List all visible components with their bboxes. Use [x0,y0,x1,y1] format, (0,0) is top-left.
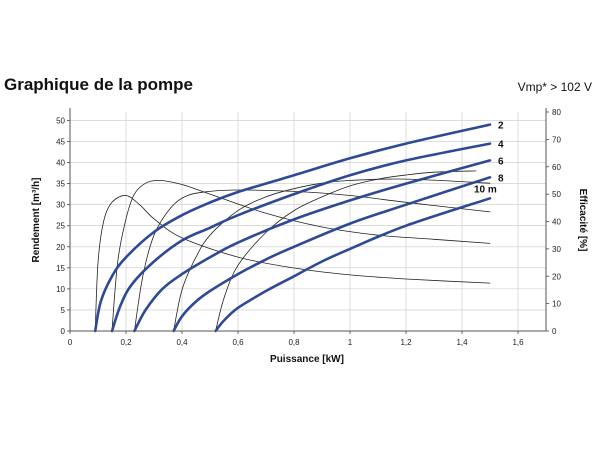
y2-tick-label: 80 [552,108,561,117]
y2-tick-label: 40 [552,218,561,227]
flow-curve [93,123,492,333]
y-tick-label: 15 [56,264,65,273]
curve-label: 2 [498,121,504,132]
efficiency-curve [134,189,491,332]
y2-tick-label: 20 [552,272,561,281]
y2-tick-label: 30 [552,245,561,254]
flow-curve [110,142,492,333]
y-axis-label: Rendement [m³/h] [31,178,42,263]
voltage-note: Vmp* > 102 V [517,80,592,94]
labels: 2 4 6 810 m [474,121,504,196]
x-tick-label: 1,6 [512,338,524,347]
curve-label: 4 [498,140,504,151]
y-tick-label: 40 [56,159,65,168]
y-tick-label: 45 [56,137,65,146]
flow-curve [214,197,492,333]
y-tick-label: 50 [56,116,65,125]
x-axis-label: Puissance [kW] [270,354,344,365]
y2-tick-label: 10 [552,300,561,309]
flow-curve [133,159,492,333]
efficiency-curve [173,178,491,332]
curve-label: 10 m [474,184,497,195]
y-tick-label: 25 [56,222,65,231]
x-tick-label: 0 [68,338,73,347]
x-tick-label: 0,8 [288,338,300,347]
y-tick-label: 10 [56,285,65,294]
y-tick-label: 5 [61,306,66,315]
x-tick-label: 0,6 [232,338,244,347]
chart-title: Graphique de la pompe [4,75,193,94]
y-tick-label: 20 [56,243,65,252]
efficiency-curve [94,195,491,332]
curves [93,123,492,333]
curve-label: 6 [498,156,504,167]
x-tick-label: 0,2 [120,338,132,347]
curve-label: 8 [498,173,504,184]
y-tick-label: 30 [56,201,65,210]
grid [69,112,546,332]
x-tick-label: 1 [348,338,353,347]
y2-tick-label: 50 [552,190,561,199]
x-tick-label: 0,4 [176,338,188,347]
y2-tick-label: 0 [552,327,557,336]
efficiency-curve [215,170,477,332]
y2-axis-label: Efficacité [%] [577,189,588,252]
y2-tick-label: 70 [552,135,561,144]
y2-tick-label: 60 [552,163,561,172]
x-tick-label: 1,2 [400,338,412,347]
y-tick-label: 0 [61,327,66,336]
flow-curve [172,176,492,333]
efficiency-curve [111,179,491,332]
y-tick-label: 35 [56,180,65,189]
x-tick-label: 1,4 [456,338,468,347]
